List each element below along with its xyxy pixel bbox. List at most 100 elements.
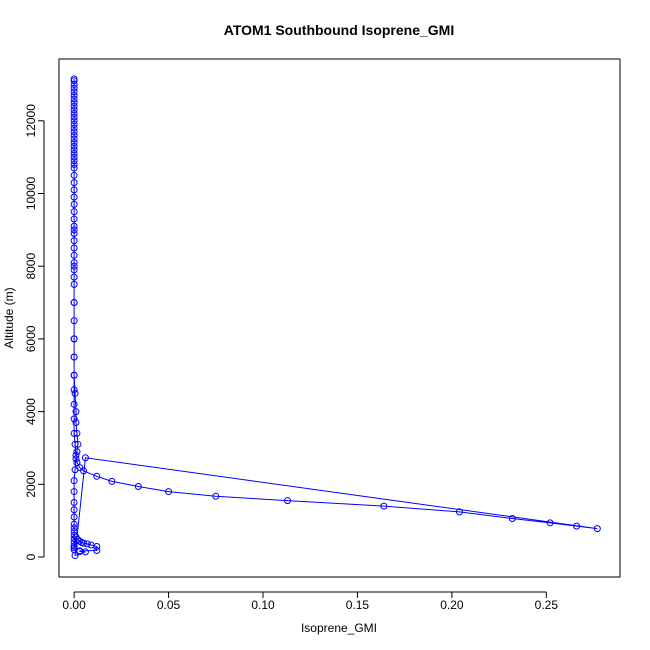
data-point	[70, 128, 78, 136]
data-point	[70, 77, 78, 85]
data-point	[70, 226, 78, 234]
data-point	[80, 539, 88, 547]
data-point	[70, 531, 78, 539]
data-point	[70, 75, 78, 83]
data-point	[70, 498, 78, 506]
data-point	[70, 273, 78, 281]
data-point	[73, 448, 81, 456]
data-point	[71, 389, 79, 397]
data-point	[134, 482, 142, 490]
data-point	[70, 244, 78, 252]
x-tick-label: 0.20	[440, 598, 464, 612]
data-point	[70, 164, 78, 172]
data-point	[380, 502, 388, 510]
data-point	[93, 542, 101, 550]
x-tick-label: 0.25	[535, 598, 559, 612]
x-axis-label: Isoprene_GMI	[301, 621, 377, 635]
data-point	[72, 455, 80, 463]
data-point	[72, 408, 80, 416]
y-tick-label: 12000	[24, 104, 38, 138]
data-point	[70, 266, 78, 274]
x-tick-label: 0.15	[346, 598, 370, 612]
data-point	[70, 139, 78, 147]
data-point	[71, 552, 79, 560]
data-point	[70, 95, 78, 103]
data-point	[70, 429, 78, 437]
data-point	[70, 208, 78, 216]
chart-title: ATOM1 Southbound Isoprene_GMI	[224, 22, 454, 38]
data-point	[70, 146, 78, 154]
data-point	[70, 544, 78, 552]
data-point	[70, 299, 78, 307]
data-point	[70, 99, 78, 107]
data-point	[70, 535, 78, 543]
series-layer	[70, 75, 601, 560]
data-point	[70, 113, 78, 121]
data-point	[455, 508, 463, 516]
data-point	[70, 160, 78, 168]
data-point	[70, 84, 78, 92]
data-point	[70, 415, 78, 423]
data-point	[212, 492, 220, 500]
data-point	[81, 454, 89, 462]
data-point	[81, 548, 89, 556]
data-point	[70, 215, 78, 223]
data-point	[70, 222, 78, 230]
data-point	[70, 171, 78, 179]
data-point	[74, 440, 82, 448]
y-tick-label: 6000	[24, 325, 38, 352]
data-point	[70, 542, 78, 550]
data-point	[70, 262, 78, 270]
data-point	[72, 451, 80, 459]
data-point	[70, 317, 78, 325]
data-point	[70, 520, 78, 528]
data-point	[70, 153, 78, 161]
data-point	[70, 524, 78, 532]
data-point	[70, 80, 78, 88]
data-point	[93, 546, 101, 554]
plot-frame	[58, 58, 621, 578]
data-point	[70, 386, 78, 394]
y-axis: 0 2000 4000 6000 8000 10000 12000	[24, 104, 45, 560]
data-point	[70, 400, 78, 408]
data-point	[165, 488, 173, 496]
data-point	[70, 131, 78, 139]
data-point	[73, 429, 81, 437]
x-tick-label: 0.10	[251, 598, 275, 612]
data-point	[593, 525, 601, 533]
data-point	[71, 440, 79, 448]
data-point	[70, 200, 78, 208]
data-point	[70, 513, 78, 521]
data-point	[70, 117, 78, 125]
data-point	[284, 497, 292, 505]
data-point	[73, 458, 81, 466]
y-tick-label: 2000	[24, 471, 38, 498]
data-point	[70, 124, 78, 132]
data-point	[70, 135, 78, 143]
y-tick-label: 0	[24, 553, 38, 560]
data-point	[70, 506, 78, 514]
data-point	[70, 193, 78, 201]
data-point	[70, 229, 78, 237]
data-point	[72, 419, 80, 427]
data-point	[70, 150, 78, 158]
data-point	[70, 259, 78, 267]
data-point	[70, 120, 78, 128]
y-tick-label: 10000	[24, 176, 38, 210]
y-tick-label: 4000	[24, 398, 38, 425]
x-tick-label: 0.00	[62, 598, 86, 612]
data-point	[70, 488, 78, 496]
data-point	[70, 335, 78, 343]
data-point	[70, 237, 78, 245]
data-point	[70, 353, 78, 361]
data-point	[546, 519, 554, 527]
data-point	[70, 91, 78, 99]
data-point	[70, 142, 78, 150]
data-point	[93, 472, 101, 480]
data-point	[508, 514, 516, 522]
y-axis-label: Altitude (m)	[2, 287, 16, 348]
y-tick-label: 8000	[24, 253, 38, 280]
data-point	[70, 110, 78, 118]
